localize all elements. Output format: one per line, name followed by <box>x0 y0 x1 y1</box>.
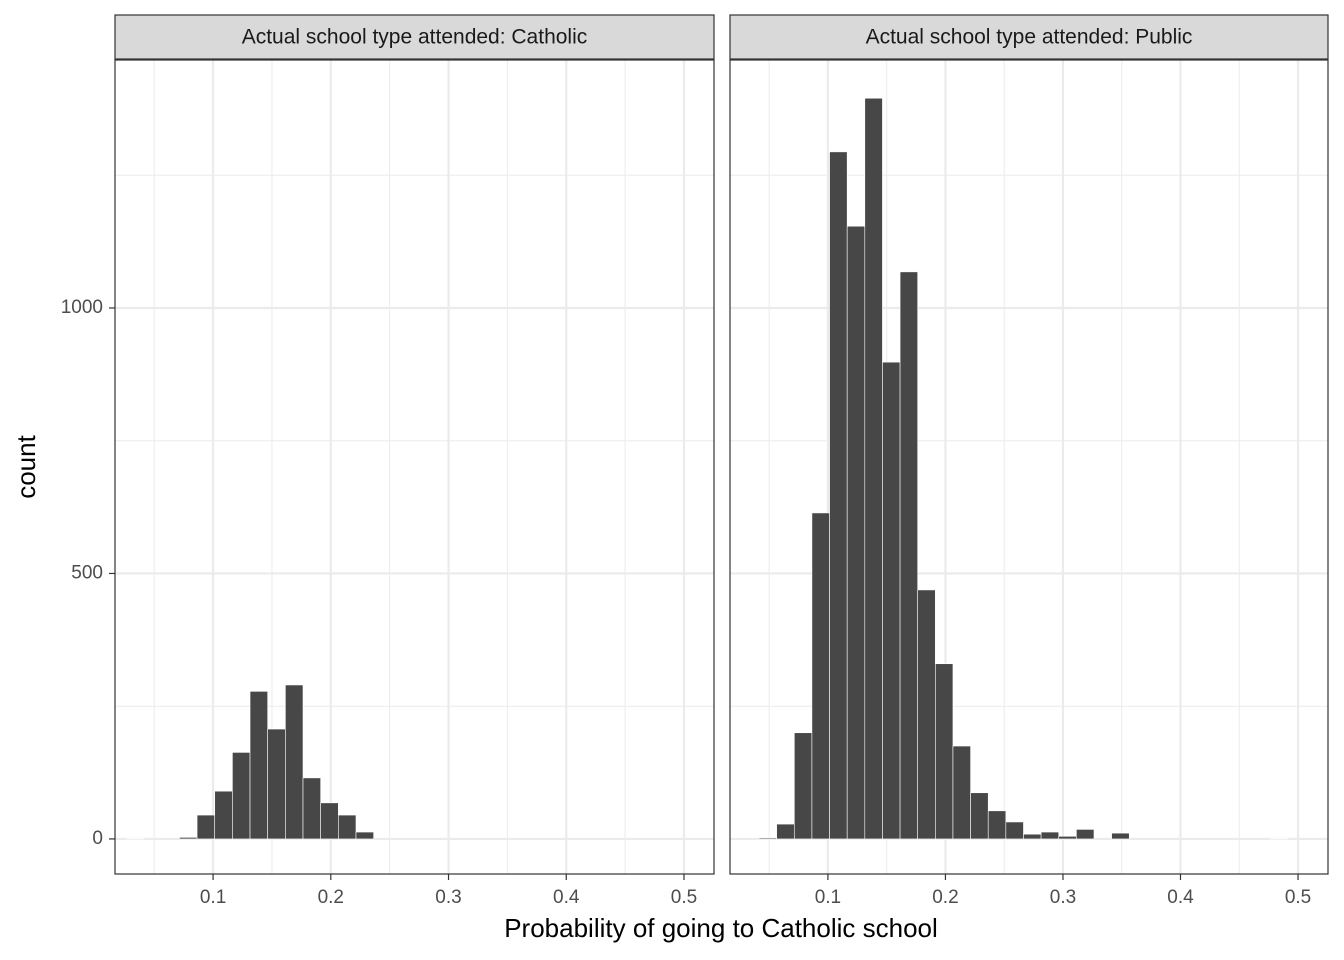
facet-strip <box>729 14 1329 60</box>
histogram-bar <box>267 728 286 840</box>
y-tick-label: 1000 <box>61 297 103 318</box>
x-tick-label: 0.5 <box>671 887 697 908</box>
histogram-bar <box>179 837 198 840</box>
x-tick-label: 0.2 <box>318 887 344 908</box>
histogram-bar <box>302 777 321 840</box>
histogram-bar <box>214 790 233 840</box>
facet-strip <box>114 14 715 60</box>
histogram-bar <box>899 271 918 840</box>
histogram-bar <box>285 684 304 840</box>
x-tick-label: 0.5 <box>1285 887 1311 908</box>
x-tick-label: 0.3 <box>435 887 461 908</box>
histogram-bar <box>1040 831 1060 840</box>
histogram-bar <box>811 512 830 840</box>
histogram-bar <box>320 802 339 840</box>
histogram-bar <box>355 831 374 840</box>
histogram-bar <box>1058 836 1077 840</box>
histogram-bar <box>987 810 1007 840</box>
histogram-bar <box>196 814 216 840</box>
histogram-bar <box>249 691 268 840</box>
facet-title: Actual school type attended: Catholic <box>242 26 588 49</box>
histogram-bar <box>776 823 795 840</box>
x-tick-label: 0.1 <box>200 887 226 908</box>
histogram-bar <box>1023 833 1042 840</box>
histogram-bar <box>846 225 866 840</box>
histogram-bar <box>864 97 883 840</box>
histogram-bar <box>1005 821 1024 840</box>
x-tick-label: 0.4 <box>1167 887 1194 908</box>
histogram-bar <box>935 663 954 840</box>
y-tick-label: 500 <box>71 562 103 583</box>
x-tick-label: 0.3 <box>1050 887 1076 908</box>
histogram-bar <box>970 792 989 840</box>
histogram-bar <box>829 151 848 840</box>
x-tick-label: 0.2 <box>932 887 958 908</box>
x-tick-label: 0.1 <box>815 887 841 908</box>
panel-background <box>115 60 714 874</box>
histogram-bar <box>1076 829 1095 840</box>
histogram-bar <box>917 589 936 840</box>
x-axis-title: Probability of going to Catholic school <box>504 913 938 943</box>
histogram-bar <box>232 752 251 840</box>
histogram-bar <box>1269 838 1289 840</box>
histogram-bar <box>882 361 901 840</box>
histogram-bar <box>758 837 777 840</box>
histogram-bar <box>1111 832 1130 840</box>
panel-border <box>114 59 715 875</box>
histogram-bar <box>952 745 971 840</box>
histogram-bar <box>126 838 145 840</box>
histogram-bar <box>338 814 357 840</box>
y-axis-title: count <box>11 434 41 498</box>
histogram-bar <box>793 732 813 840</box>
facet-title: Actual school type attended: Public <box>866 26 1193 49</box>
y-tick-label: 0 <box>92 828 103 849</box>
x-tick-label: 0.4 <box>553 887 580 908</box>
panel-border <box>729 59 1329 875</box>
